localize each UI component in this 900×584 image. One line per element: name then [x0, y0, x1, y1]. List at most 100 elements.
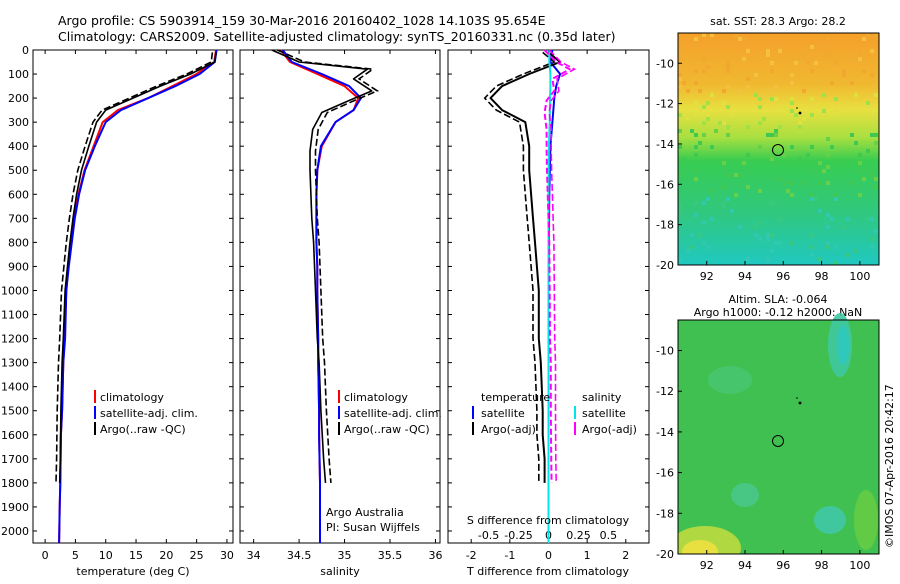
sst-pixel — [842, 73, 846, 77]
sst-pixel — [874, 93, 878, 97]
sst-pixel — [766, 133, 770, 137]
depth-tick-label: 1900 — [1, 501, 29, 514]
sst-pixel — [746, 49, 750, 53]
sst-pixel — [822, 169, 826, 173]
series-line-satellite-adj-clim- — [58, 49, 218, 544]
sst-pixel — [710, 33, 714, 37]
sst-pixel — [770, 133, 774, 137]
sst-pixel — [866, 217, 870, 221]
sst-pixel — [746, 185, 750, 189]
sst-pixel — [698, 233, 702, 237]
figure-title-line1: Argo profile: CS 5903914_159 30-Mar-2016… — [58, 13, 546, 28]
sst-pixel — [774, 45, 778, 49]
map-x-tick-label: 96 — [776, 559, 790, 572]
sst-pixel — [694, 69, 698, 73]
sst-pixel — [722, 89, 726, 93]
sst-pixel — [822, 53, 826, 57]
sst-pixel — [850, 181, 854, 185]
s-tick-label: 0.5 — [600, 529, 618, 542]
sst-pixel — [694, 177, 698, 181]
sst-pixel — [706, 197, 710, 201]
sst-pixel — [854, 249, 858, 253]
sst-pixel — [846, 253, 850, 257]
sst-pixel — [774, 133, 778, 137]
temperature-axes — [32, 49, 234, 544]
legend-climatology-label: climatology — [344, 391, 408, 404]
sst-pixel — [854, 109, 858, 113]
sst-pixel — [842, 69, 846, 73]
sst-pixel — [766, 233, 770, 237]
sst-pixel — [874, 141, 878, 145]
map-y-tick-label: -20 — [656, 259, 674, 272]
sst-pixel — [718, 121, 722, 125]
sst-pixel — [694, 37, 698, 41]
sst-pixel — [850, 133, 854, 137]
sst-pixel — [858, 161, 862, 165]
map-x-tick-label: 92 — [700, 559, 714, 572]
sst-pixel — [698, 89, 702, 93]
sst-pixel — [810, 253, 814, 257]
sst-pixel — [826, 53, 830, 57]
sst-pixel — [698, 141, 702, 145]
sst-pixel — [706, 117, 710, 121]
sst-pixel — [730, 113, 734, 117]
x-tick-label: 25 — [190, 549, 204, 562]
sst-pixel — [782, 105, 786, 109]
sst-pixel — [694, 169, 698, 173]
sst-pixel — [786, 181, 790, 185]
sst-pixel — [874, 133, 878, 137]
sst-pixel — [730, 209, 734, 213]
sst-pixel — [698, 109, 702, 113]
sst-pixel — [814, 61, 818, 65]
map-y-tick-label: -18 — [656, 507, 674, 520]
map-x-tick-label: 98 — [815, 559, 829, 572]
sst-pixel — [778, 125, 782, 129]
sst-pixel — [790, 181, 794, 185]
depth-tick-label: 2000 — [1, 525, 29, 538]
salinity-axes — [239, 49, 441, 544]
series-line-argo-raw-qc- — [271, 49, 373, 483]
sst-pixel — [710, 145, 714, 149]
legend-argo-label: Argo(..raw -QC) — [344, 423, 430, 436]
sst-pixel — [786, 189, 790, 193]
depth-tick-label: 1800 — [1, 477, 29, 490]
sst-pixel — [810, 197, 814, 201]
sst-pixel — [706, 245, 710, 249]
sst-pixel — [758, 145, 762, 149]
depth-tick-label: 1700 — [1, 453, 29, 466]
sst-pixel — [850, 81, 854, 85]
sst-pixel — [806, 61, 810, 65]
map-x-tick-label: 94 — [738, 559, 752, 572]
sst-pixel — [702, 201, 706, 205]
sst-pixel — [758, 97, 762, 101]
x-tick-label: 35.5 — [378, 549, 403, 562]
sst-pixel — [858, 53, 862, 57]
sst-pixel — [870, 173, 874, 177]
sst-pixel — [822, 109, 826, 113]
sst-pixel — [810, 45, 814, 49]
legend-temperature-title: temperature — [481, 391, 550, 404]
sla-map-title1: Altim. SLA: -0.064 — [728, 293, 827, 306]
sst-pixel — [702, 69, 706, 73]
x-tick-label: 30 — [220, 549, 234, 562]
sst-pixel — [702, 57, 706, 61]
sst-pixel — [842, 225, 846, 229]
sst-pixel — [854, 93, 858, 97]
depth-tick-label: 1400 — [1, 381, 29, 394]
sst-pixel — [694, 145, 698, 149]
sst-pixel — [758, 189, 762, 193]
depth-tick-label: 400 — [8, 140, 29, 153]
sst-pixel — [766, 53, 770, 57]
sst-pixel — [706, 65, 710, 69]
sst-pixel — [742, 37, 746, 41]
sst-pixel — [790, 97, 794, 101]
depth-tick-label: 700 — [8, 212, 29, 225]
sst-pixel — [754, 93, 758, 97]
sst-pixel — [726, 41, 730, 45]
sst-pixel — [826, 137, 830, 141]
sst-pixel — [738, 89, 742, 93]
sst-pixel — [770, 89, 774, 93]
depth-tick-label: 100 — [8, 68, 29, 81]
sst-pixel — [770, 149, 774, 153]
sst-ticks: 92 94 96 98 100 -10 -12 -14 -16 -18 -20 — [656, 57, 870, 283]
